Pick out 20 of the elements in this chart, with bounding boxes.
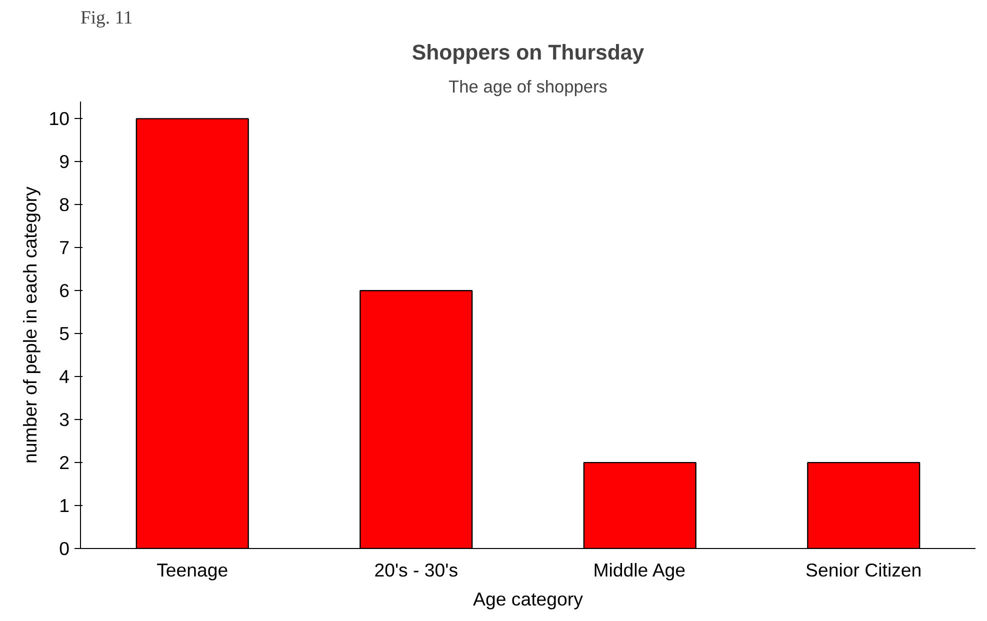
y-tick-label: 8 xyxy=(59,194,70,216)
chart-subtitle: The age of shoppers xyxy=(448,76,608,96)
y-tick-label: 3 xyxy=(59,409,70,430)
y-tick-label: 4 xyxy=(59,366,70,388)
y-tick-label: 1 xyxy=(59,495,70,516)
x-axis-title: Age category xyxy=(473,588,584,610)
x-tick-label: 20's - 30's xyxy=(374,560,458,580)
chart-title: Shoppers on Thursday xyxy=(412,40,644,64)
y-tick-label: 10 xyxy=(48,108,70,130)
y-tick-label: 0 xyxy=(59,538,70,559)
y-tick-label: 2 xyxy=(59,452,70,474)
y-tick-label: 5 xyxy=(59,323,70,344)
y-axis-title: number of peple in each category xyxy=(20,186,41,464)
y-tick-label: 9 xyxy=(59,151,70,172)
x-tick-label: Teenage xyxy=(156,560,228,580)
x-tick-label: Senior Citizen xyxy=(806,560,922,580)
x-tick-label: Middle Age xyxy=(593,560,686,580)
y-tick-label: 7 xyxy=(59,237,70,258)
caption: Fig. 11 xyxy=(80,8,133,28)
y-tick-label: 6 xyxy=(59,280,70,302)
